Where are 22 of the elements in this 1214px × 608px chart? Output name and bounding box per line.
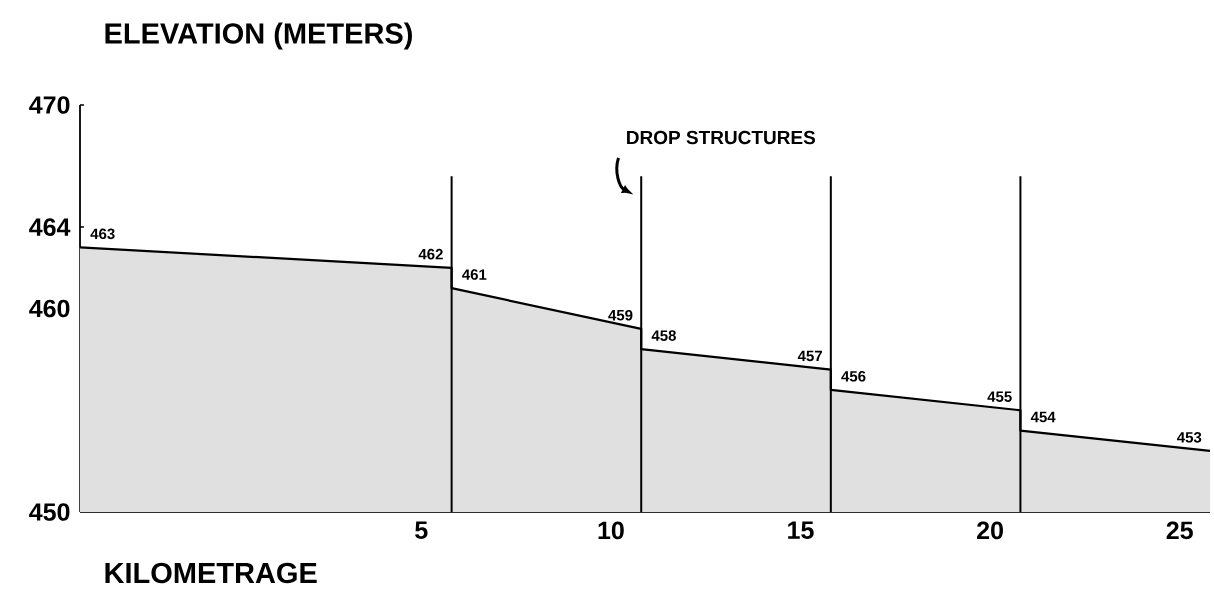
data-label: 456 [841, 370, 866, 382]
data-label: 458 [651, 330, 676, 341]
x-tick-label: 15 [788, 521, 814, 539]
y-tick-label: 464 [29, 218, 71, 236]
data-label: 459 [608, 309, 633, 321]
annotation: DROP STRUCTURES [627, 130, 816, 145]
x-tick-label: 10 [598, 521, 624, 540]
y-axis-title: ELEVATION (METERS) [105, 22, 412, 50]
data-label: 453 [1177, 432, 1202, 443]
y-tick-label: 450 [29, 503, 70, 521]
data-label: 463 [90, 228, 115, 240]
data-label: 457 [797, 350, 822, 362]
x-axis-title: KILOMETRAGE [105, 562, 317, 584]
data-label: 462 [418, 248, 443, 260]
data-label: 461 [462, 269, 487, 280]
y-tick-label: 460 [29, 299, 70, 318]
x-tick-label: 25 [1166, 521, 1193, 540]
y-tick-label: 470 [29, 96, 70, 114]
x-tick-label: 20 [977, 521, 1003, 540]
data-label: 454 [1030, 411, 1056, 423]
x-tick-label: 5 [415, 521, 428, 539]
data-label: 455 [987, 391, 1012, 402]
